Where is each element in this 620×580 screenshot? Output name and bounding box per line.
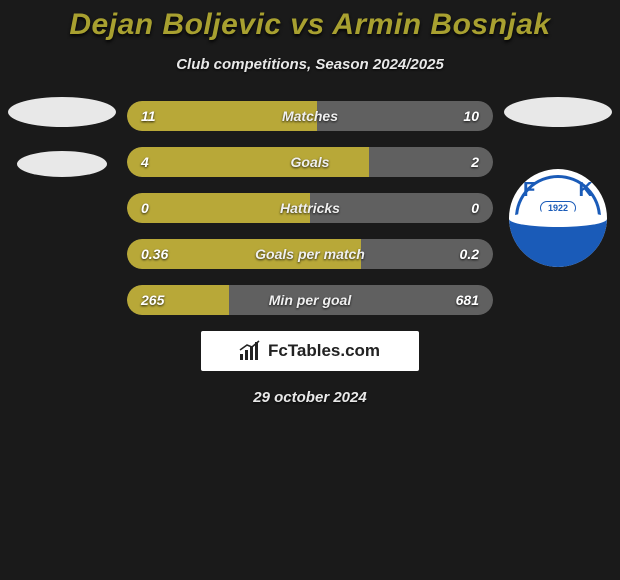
stat-row: 4 Goals 2 [127,147,493,177]
stats-area: F K 1922 11 Matches 10 4 Goals 2 0 Hattricks 0 0.… [0,101,620,406]
stat-label: Matches [282,108,338,124]
stat-row: 11 Matches 10 [127,101,493,131]
stat-row: 265 Min per goal 681 [127,285,493,315]
subtitle: Club competitions, Season 2024/2025 [0,56,620,73]
stat-label: Min per goal [269,292,351,308]
stat-value-right: 0 [471,200,479,216]
stat-value-left: 11 [141,108,156,124]
badge-circle: F K 1922 [509,169,607,267]
stat-value-right: 2 [471,154,479,170]
player-left-avatars [6,97,118,177]
badge-letter-right: K [579,179,593,202]
stat-rows: 11 Matches 10 4 Goals 2 0 Hattricks 0 0.36 Goals p… [127,101,493,315]
chart-icon [240,342,262,360]
brand-text: FcTables.com [268,341,380,361]
stat-value-left: 4 [141,154,149,170]
stat-label: Goals per match [255,246,365,262]
player-right-avatars: F K 1922 [502,97,614,267]
avatar-placeholder [504,97,612,127]
page-title: Dejan Boljevic vs Armin Bosnjak [0,8,620,42]
date-text: 29 october 2024 [0,389,620,406]
stat-value-left: 0 [141,200,149,216]
stat-row: 0.36 Goals per match 0.2 [127,239,493,269]
stat-value-right: 10 [463,108,479,124]
stat-value-right: 681 [456,292,479,308]
comparison-card: Dejan Boljevic vs Armin Bosnjak Club com… [0,0,620,406]
stat-row: 0 Hattricks 0 [127,193,493,223]
avatar-placeholder [17,151,107,177]
stat-value-left: 0.36 [141,246,168,262]
stat-fill-left [127,147,369,177]
stat-label: Goals [291,154,330,170]
stat-label: Hattricks [280,200,340,216]
badge-letter-left: F [523,179,535,202]
club-badge: F K 1922 [509,169,607,267]
stat-value-right: 0.2 [460,246,479,262]
avatar-placeholder [8,97,116,127]
brand-badge[interactable]: FcTables.com [201,331,419,371]
stat-value-left: 265 [141,292,164,308]
